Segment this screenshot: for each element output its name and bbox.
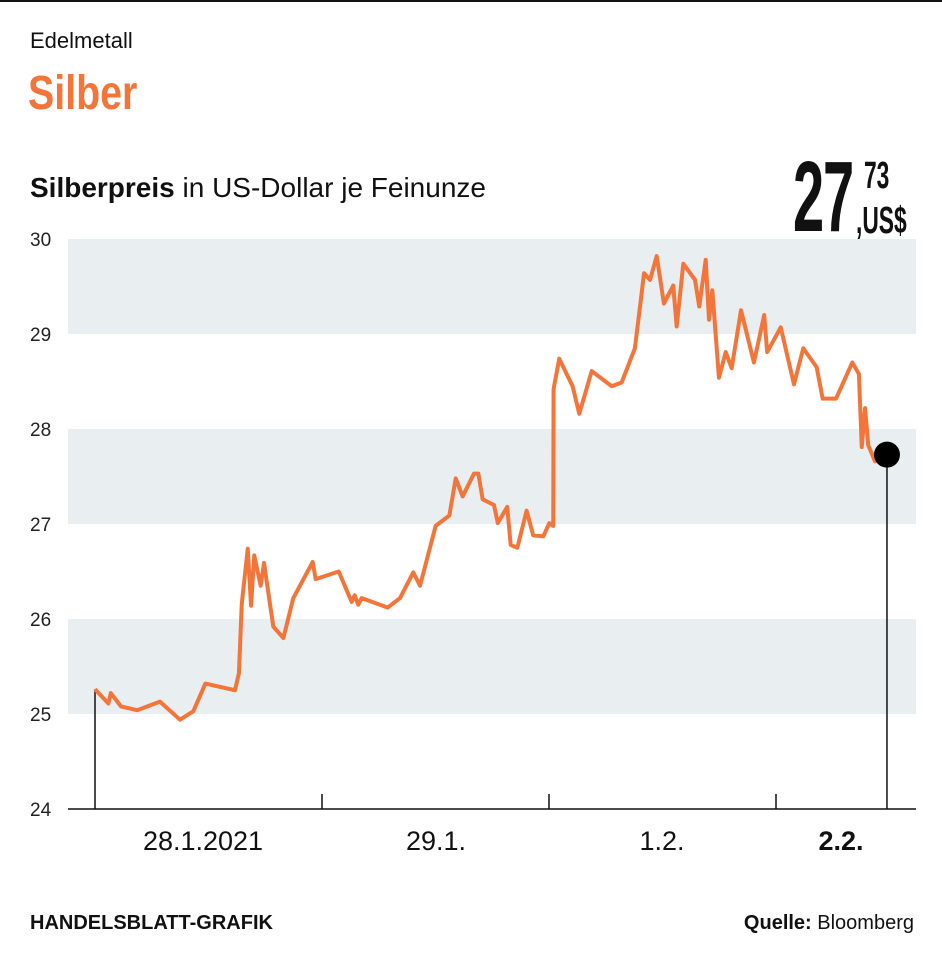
- credit: HANDELSBLATT-GRAFIK: [30, 912, 273, 934]
- x-tick-label: 28.1.2021: [143, 826, 263, 856]
- current-value-unit: ,US$: [856, 200, 907, 242]
- subtitle-rest: in US-Dollar je Feinunze: [174, 172, 486, 203]
- chart-subtitle: Silberpreis in US-Dollar je Feinunze: [30, 172, 486, 204]
- y-tick-label: 30: [30, 230, 51, 251]
- y-tick-label: 29: [30, 325, 51, 346]
- current-value: 27 73 ,US$: [793, 141, 923, 253]
- y-tick-label: 26: [30, 610, 51, 631]
- grid-band: [68, 429, 916, 524]
- grid-band: [68, 239, 916, 334]
- source-name: Bloomberg: [811, 912, 914, 934]
- y-tick-label: 27: [30, 515, 51, 536]
- subtitle-bold: Silberpreis: [30, 172, 175, 203]
- grid-band: [68, 619, 916, 714]
- source: Quelle: Bloomberg: [744, 912, 914, 935]
- current-value-integer: 27: [793, 141, 854, 253]
- last-value-marker: [873, 441, 900, 468]
- x-tick-label: 1.2.: [639, 826, 684, 856]
- source-label: Quelle:: [743, 912, 812, 934]
- current-value-decimals: 73: [864, 155, 890, 197]
- kicker: Edelmetall: [30, 28, 133, 53]
- price-line: [93, 254, 888, 722]
- y-tick-label: 28: [30, 420, 51, 441]
- chart-title: Silber: [28, 67, 138, 120]
- x-tick-label: 2.2.: [818, 826, 863, 856]
- x-tick-label: 29.1.: [406, 826, 466, 856]
- y-tick-label: 25: [30, 705, 51, 726]
- y-tick-label: 24: [30, 800, 52, 821]
- top-rule: [0, 0, 942, 2]
